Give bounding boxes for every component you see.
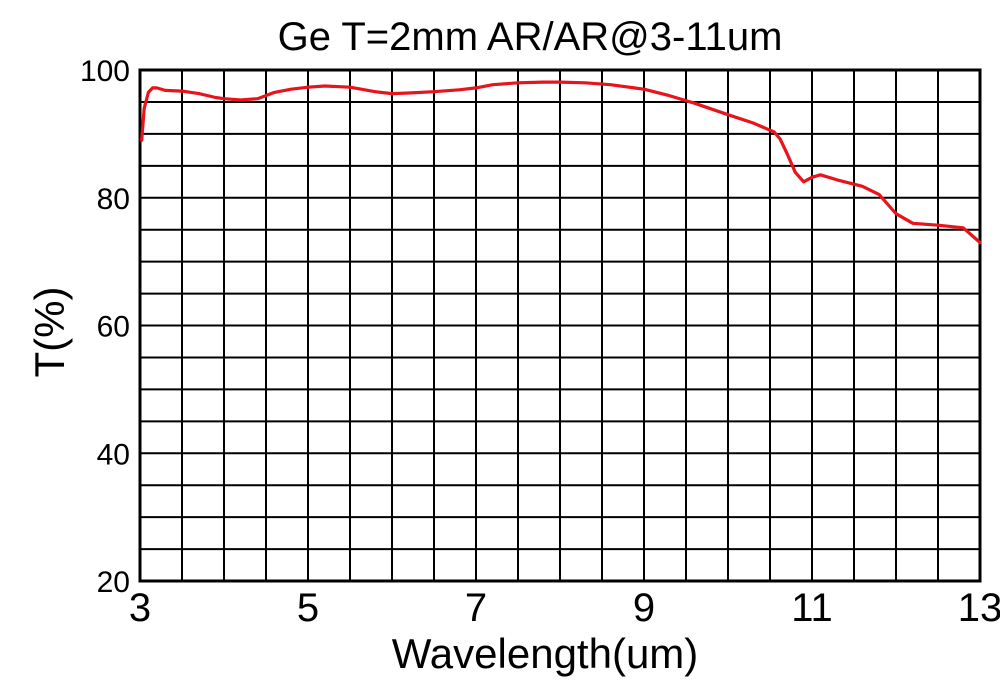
x-tick-label: 13 (958, 586, 1000, 630)
y-tick-label: 80 (97, 183, 130, 216)
x-tick-label: 9 (633, 586, 655, 630)
x-tick-labels: 3 5 7 9 11 13 (129, 586, 1000, 630)
x-tick-label: 3 (129, 586, 151, 630)
plot-frame (138, 68, 982, 583)
x-axis-label: Wavelength(um) (392, 630, 699, 677)
y-tick-label: 100 (80, 55, 130, 88)
transmission-curve (140, 80, 982, 245)
x-tick-label: 5 (297, 586, 319, 630)
chart-title: Ge T=2mm AR/AR@3-11um (278, 15, 783, 59)
y-tick-labels: 20 40 60 80 100 (80, 55, 130, 599)
grid-lines (140, 70, 980, 581)
y-tick-label: 60 (97, 311, 130, 344)
y-tick-label: 40 (97, 438, 130, 471)
x-tick-label: 11 (791, 586, 833, 630)
y-tick-label: 20 (97, 566, 130, 599)
y-axis-label: T(%) (26, 287, 73, 378)
x-tick-label: 7 (465, 586, 487, 630)
